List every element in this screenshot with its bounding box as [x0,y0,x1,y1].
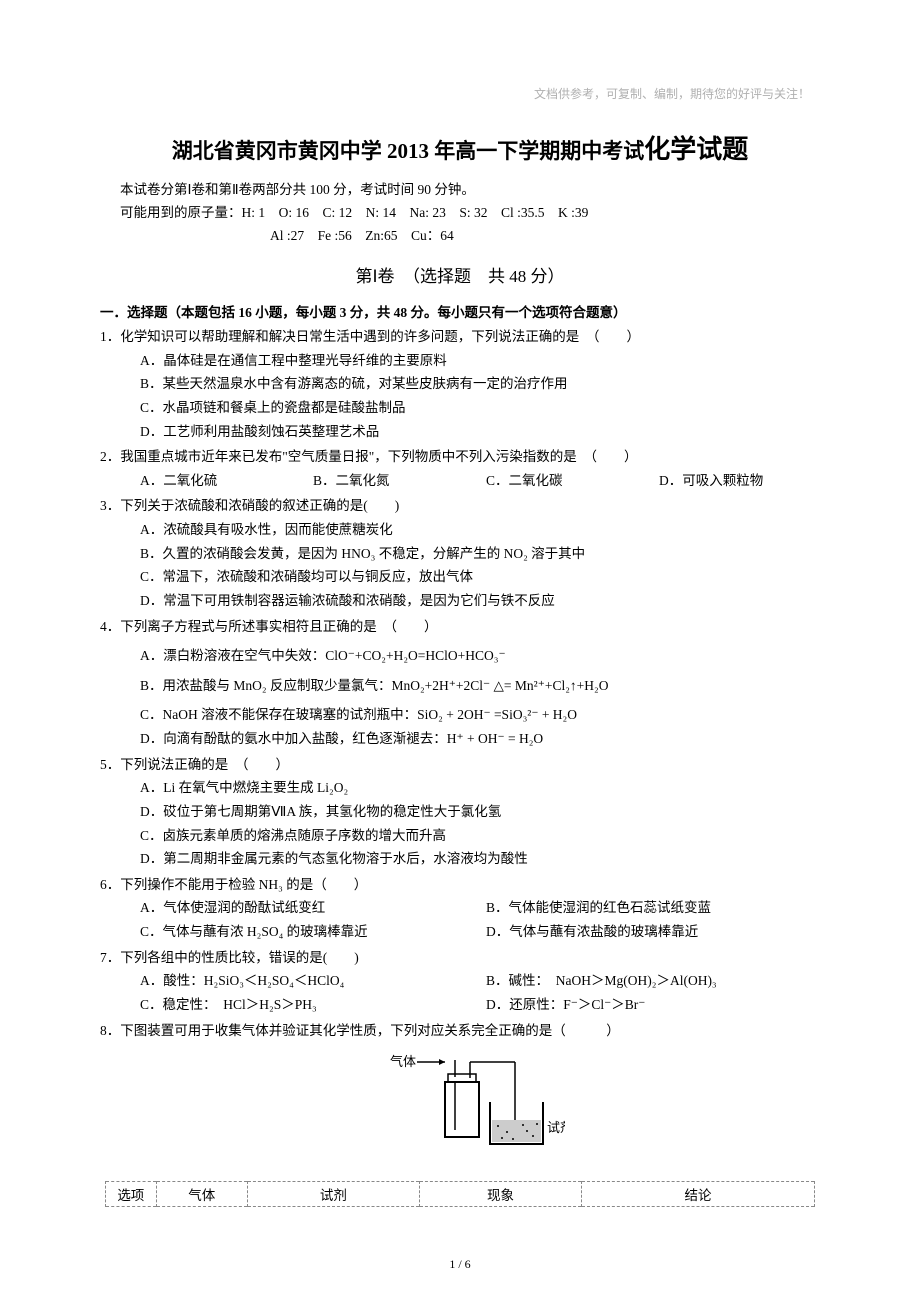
q2-opt-b: B．二氧化氮 [313,469,474,493]
q6-opt-c: C．气体与蘸有浓 H₂SO₄ 的玻璃棒靠近 [140,920,474,944]
q3-opt-c: C．常温下，浓硫酸和浓硝酸均可以与铜反应，放出气体 [140,565,820,589]
intro-block: 本试卷分第Ⅰ卷和第Ⅱ卷两部分共 100 分，考试时间 90 分钟。 可能用到的原… [100,179,820,248]
q5-options: A．Li 在氧气中燃烧主要生成 Li₂O₂ D．砹位于第七周期第ⅦA 族，其氢化… [100,776,820,871]
question-7: 7．下列各组中的性质比较，错误的是( ) A．酸性：H₂SiO₃＜H₂SO₄＜H… [100,946,820,1017]
q3-options: A．浓硫酸具有吸水性，因而能使蔗糖炭化 B．久置的浓硝酸会发黄，是因为 HNO₃… [100,518,820,613]
result-table: 选项 气体 试剂 现象 结论 [100,1181,820,1207]
q6-options-row1: A．气体使湿润的酚酞试纸变红 B．气体能使湿润的红色石蕊试纸变蓝 [100,896,820,920]
title-text: 湖北省黄冈市黄冈中学 2013 年高一下学期期中考试 [172,139,645,163]
q4-opt-b: B．用浓盐酸与 MnO₂ 反应制取少量氯气：MnO₂+2H⁺+2Cl⁻ △= M… [140,674,820,698]
q4-opt-a: A．漂白粉溶液在空气中失效：ClO⁻+CO₂+H₂O=HClO+HCO₃⁻ [140,644,820,668]
q4-opt-c: C．NaOH 溶液不能保存在玻璃塞的试剂瓶中：SiO₂ + 2OH⁻ =SiO₃… [140,703,820,727]
q6-opt-a: A．气体使湿润的酚酞试纸变红 [140,896,474,920]
q7-opt-d: D．还原性：F⁻＞Cl⁻＞Br⁻ [486,993,820,1017]
q7-stem: 7．下列各组中的性质比较，错误的是( ) [100,946,820,970]
q3-stem: 3．下列关于浓硫酸和浓硝酸的叙述正确的是( ) [100,494,820,518]
q5-opt-a: A．Li 在氧气中燃烧主要生成 Li₂O₂ [140,776,820,800]
th-option: 选项 [106,1182,157,1207]
q5-stem: 5．下列说法正确的是 （ ） [100,753,820,777]
q5-opt-b: D．砹位于第七周期第ⅦA 族，其氢化物的稳定性大于氯化氢 [140,800,820,824]
q2-stem: 2．我国重点城市近年来已发布"空气质量日报"，下列物质中不列入污染指数的是 （ … [100,445,820,469]
q1-opt-d: D．工艺师利用盐酸刻蚀石英整理艺术品 [140,420,820,444]
q3-opt-b: B．久置的浓硝酸会发黄，是因为 HNO₃ 不稳定，分解产生的 NO₂ 溶于其中 [140,542,820,566]
gas-label: 气体 [390,1054,416,1069]
q7-opt-a: A．酸性：H₂SiO₃＜H₂SO₄＜HClO₄ [140,969,474,993]
q1-opt-b: B．某些天然温泉水中含有游离态的硫，对某些皮肤病有一定的治疗作用 [140,372,820,396]
q1-opt-a: A．晶体硅是在通信工程中整理光导纤维的主要原料 [140,349,820,373]
q7-options-row1: A．酸性：H₂SiO₃＜H₂SO₄＜HClO₄ B．碱性： NaOH＞Mg(OH… [100,969,820,993]
q4-opt-d: D．向滴有酚酞的氨水中加入盐酸，红色逐渐褪去：H⁺ + OH⁻ = H₂O [140,727,820,751]
apparatus-diagram: 气体 试剂 [100,1052,820,1167]
q5-opt-d: D．第二周期非金属元素的气态氢化物溶于水后，水溶液均为酸性 [140,847,820,871]
q7-opt-b: B．碱性： NaOH＞Mg(OH)₂＞Al(OH)₃ [486,969,820,993]
q1-options: A．晶体硅是在通信工程中整理光导纤维的主要原料 B．某些天然温泉水中含有游离态的… [100,349,820,444]
th-phenomenon: 现象 [419,1182,581,1207]
question-5: 5．下列说法正确的是 （ ） A．Li 在氧气中燃烧主要生成 Li₂O₂ D．砹… [100,753,820,871]
th-reagent: 试剂 [247,1182,419,1207]
part1-header: 一．选择题（本题包括 16 小题，每小题 3 分，共 48 分。每小题只有一个选… [100,301,820,325]
page-footer: 1 / 6 [0,1257,920,1272]
title-big: 化学试题 [644,135,748,164]
intro-line-2: 可能用到的原子量：H: 1 O: 16 C: 12 N: 14 Na: 23 S… [120,202,820,225]
intro-line-3: Al :27 Fe :56 Zn:65 Cu：64 [120,225,820,248]
th-gas: 气体 [156,1182,247,1207]
question-3: 3．下列关于浓硫酸和浓硝酸的叙述正确的是( ) A．浓硫酸具有吸水性，因而能使蔗… [100,494,820,612]
question-6: 6．下列操作不能用于检验 NH₃ 的是（ ） A．气体使湿润的酚酞试纸变红 B．… [100,873,820,944]
q5-opt-c: C．卤族元素单质的熔沸点随原子序数的增大而升高 [140,824,820,848]
reagent-label: 试剂 [547,1120,565,1135]
question-8: 8．下图装置可用于收集气体并验证其化学性质，下列对应关系完全正确的是（ ） [100,1019,820,1043]
q6-opt-d: D．气体与蘸有浓盐酸的玻璃棒靠近 [486,920,820,944]
q1-opt-c: C．水晶项链和餐桌上的瓷盘都是硅酸盐制品 [140,396,820,420]
q3-opt-a: A．浓硫酸具有吸水性，因而能使蔗糖炭化 [140,518,820,542]
q4-stem: 4．下列离子方程式与所述事实相符且正确的是 （ ） [100,615,820,639]
q6-options-row2: C．气体与蘸有浓 H₂SO₄ 的玻璃棒靠近 D．气体与蘸有浓盐酸的玻璃棒靠近 [100,920,820,944]
q2-opt-c: C．二氧化碳 [486,469,647,493]
q6-opt-b: B．气体能使湿润的红色石蕊试纸变蓝 [486,896,820,920]
header-note: 文档供参考，可复制、编制，期待您的好评与关注！ [534,85,810,102]
question-1: 1．化学知识可以帮助理解和解决日常生活中遇到的许多问题，下列说法正确的是 （ ）… [100,325,820,443]
question-2: 2．我国重点城市近年来已发布"空气质量日报"，下列物质中不列入污染指数的是 （ … [100,445,820,492]
q7-options-row2: C．稳定性： HCl＞H₂S＞PH₃ D．还原性：F⁻＞Cl⁻＞Br⁻ [100,993,820,1017]
q4-options: A．漂白粉溶液在空气中失效：ClO⁻+CO₂+H₂O=HClO+HCO₃⁻ B．… [100,644,820,751]
q2-opt-d: D．可吸入颗粒物 [659,469,820,493]
th-conclusion: 结论 [582,1182,815,1207]
q1-stem: 1．化学知识可以帮助理解和解决日常生活中遇到的许多问题，下列说法正确的是 （ ） [100,325,820,349]
q6-stem: 6．下列操作不能用于检验 NH₃ 的是（ ） [100,873,820,897]
intro-line-1: 本试卷分第Ⅰ卷和第Ⅱ卷两部分共 100 分，考试时间 90 分钟。 [120,179,820,202]
q2-options: A．二氧化硫 B．二氧化氮 C．二氧化碳 D．可吸入颗粒物 [100,469,820,493]
q8-stem: 8．下图装置可用于收集气体并验证其化学性质，下列对应关系完全正确的是（ ） [100,1019,820,1043]
section-header: 第Ⅰ卷 （选择题 共 48 分） [100,262,820,287]
q7-opt-c: C．稳定性： HCl＞H₂S＞PH₃ [140,993,474,1017]
page-title: 湖北省黄冈市黄冈中学 2013 年高一下学期期中考试化学试题 [100,130,820,169]
question-4: 4．下列离子方程式与所述事实相符且正确的是 （ ） A．漂白粉溶液在空气中失效：… [100,615,820,751]
q3-opt-d: D．常温下可用铁制容器运输浓硫酸和浓硝酸，是因为它们与铁不反应 [140,589,820,613]
table-header-row: 选项 气体 试剂 现象 结论 [106,1182,815,1207]
q2-opt-a: A．二氧化硫 [140,469,301,493]
